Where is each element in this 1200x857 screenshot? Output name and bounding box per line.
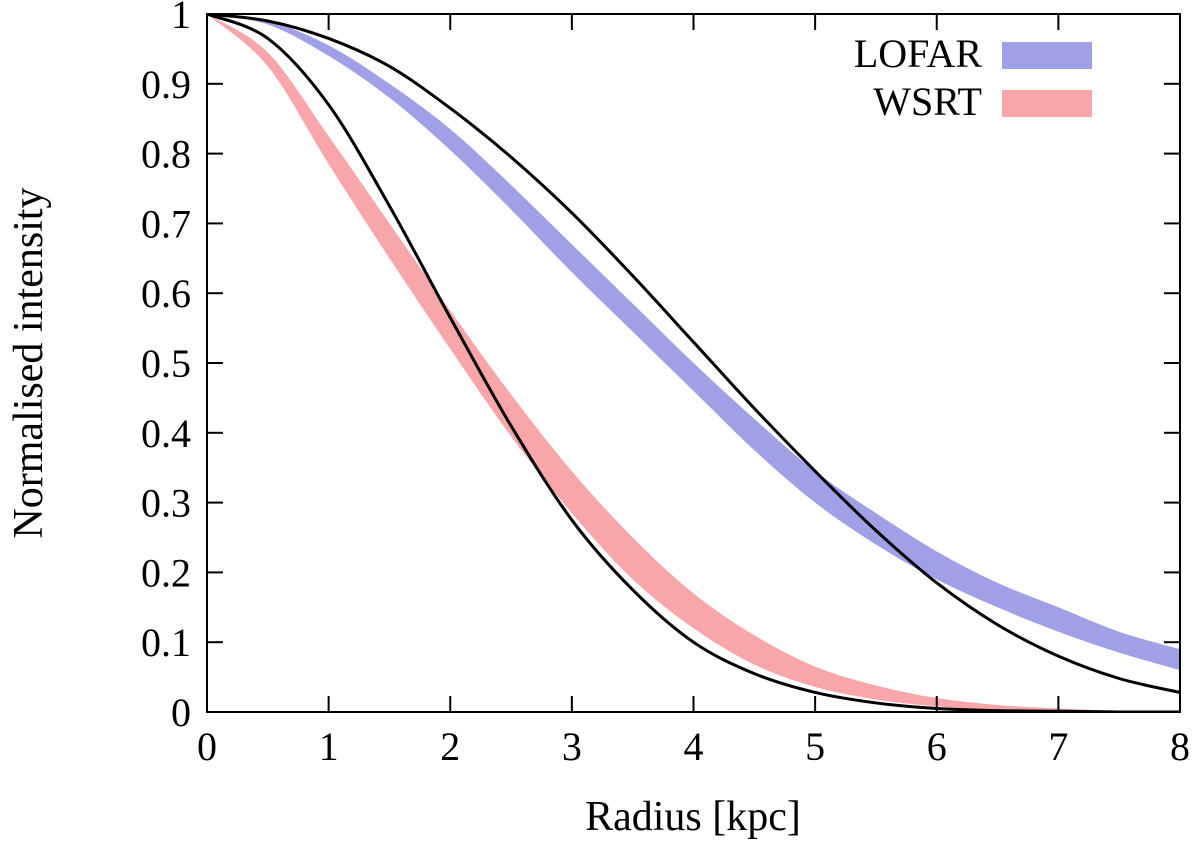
x-tick-label: 4 (684, 724, 704, 769)
legend-label-wsrt: WSRT (873, 79, 982, 124)
x-tick-label: 6 (927, 724, 947, 769)
x-tick-label: 1 (319, 724, 339, 769)
x-tick-label: 2 (440, 724, 460, 769)
legend-swatch-wsrt (1002, 90, 1092, 117)
shaded-bands (207, 14, 1180, 712)
legend-label-lofar: LOFAR (854, 31, 982, 76)
y-tick-label: 0.8 (141, 132, 191, 177)
legend-swatch-lofar (1002, 42, 1092, 69)
x-tick-label: 3 (562, 724, 582, 769)
x-tick-label: 8 (1170, 724, 1190, 769)
y-tick-label: 0.1 (141, 620, 191, 665)
fit-curves (207, 14, 1180, 712)
y-tick-label: 0.4 (141, 411, 191, 456)
x-tick-label: 0 (197, 724, 217, 769)
curve-lofar-fit-curve (207, 14, 1180, 694)
y-tick-label: 1 (171, 0, 191, 37)
y-axis-label: Normalised intensity (6, 187, 52, 538)
axis-ticks (206, 13, 1181, 713)
y-tick-label: 0.7 (141, 201, 191, 246)
y-tick-label: 0 (171, 690, 191, 735)
y-tick-label: 0.9 (141, 62, 191, 107)
x-tick-label: 7 (1048, 724, 1068, 769)
y-tick-label: 0.2 (141, 550, 191, 595)
y-tick-label: 0.5 (141, 341, 191, 386)
y-tick-label: 0.6 (141, 271, 191, 316)
x-tick-label: 5 (805, 724, 825, 769)
x-tick-labels: 0 1 2 3 4 5 6 7 8 (197, 724, 1190, 769)
curve-wsrt-fit-curve (207, 14, 1180, 712)
x-axis-label: Radius [kpc] (585, 794, 801, 840)
y-tick-label: 0.3 (141, 481, 191, 526)
y-tick-labels: 0 0.1 0.2 0.3 0.4 0.5 0.6 0.7 0.8 0.9 1 (141, 0, 191, 735)
